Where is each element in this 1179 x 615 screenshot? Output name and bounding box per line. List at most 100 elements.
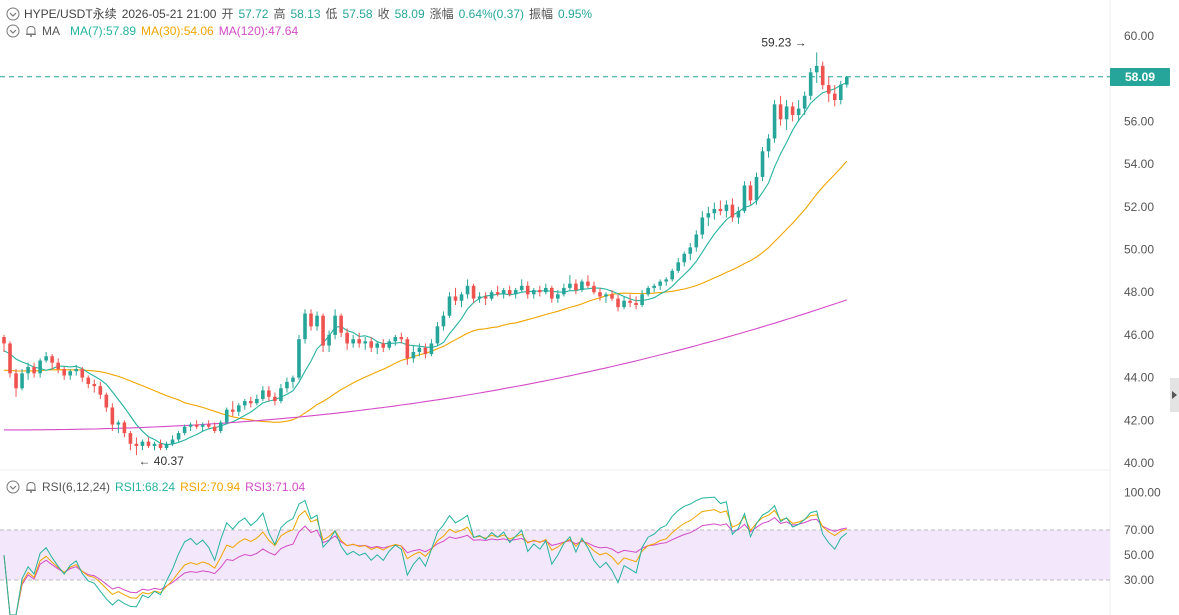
rsi2-line — [3, 509, 847, 615]
symbol-name[interactable]: HYPE/USDT永续 — [24, 7, 117, 21]
candle-down — [98, 386, 103, 395]
candle-down — [832, 93, 837, 101]
candle-up — [140, 441, 145, 446]
candle-up — [459, 294, 464, 301]
candle-up — [261, 390, 265, 399]
amplitude-value: 0.95% — [558, 6, 593, 21]
rsi-tick-label: 100.00 — [1124, 486, 1161, 500]
price-tick-label: 40.00 — [1124, 456, 1154, 470]
candle-down — [616, 298, 620, 308]
rsi-band — [0, 530, 1110, 580]
candle-down — [158, 443, 163, 449]
collapse-chevron-icon[interactable] — [6, 480, 20, 494]
candle-down — [50, 356, 54, 363]
candle-up — [556, 294, 560, 299]
price-tick-label: 48.00 — [1124, 285, 1154, 299]
candle-down — [321, 315, 325, 346]
candle-up — [688, 247, 693, 254]
candle-down — [634, 302, 638, 306]
candle-down — [80, 369, 85, 378]
candle-up — [152, 443, 157, 446]
ma7-value: MA(7):57.89 — [70, 24, 137, 38]
candle-up — [116, 422, 121, 425]
candle-down — [8, 343, 12, 374]
change-value: 0.64%(0.37) — [458, 6, 525, 21]
price-tick-label: 52.00 — [1124, 200, 1154, 214]
ma30-value: MA(30):54.06 — [141, 24, 214, 38]
candle-down — [507, 290, 512, 295]
candle-up — [568, 283, 572, 288]
candle-down — [339, 315, 343, 333]
candle-up — [435, 326, 440, 344]
candle-up — [218, 422, 223, 431]
collapse-chevron-icon[interactable] — [6, 24, 20, 38]
rsi-panel — [0, 496, 1110, 615]
ma30-line — [4, 160, 848, 423]
candle-up — [736, 211, 741, 218]
candle-up — [38, 360, 42, 374]
candle-up — [562, 287, 566, 295]
candle-up — [429, 343, 434, 355]
panel-resize-handle[interactable] — [1170, 378, 1179, 412]
low-marker-label: ← 40.37 — [138, 454, 184, 468]
candle-down — [134, 443, 139, 446]
candle-up — [706, 213, 711, 218]
candle-down — [423, 347, 428, 355]
candle-up — [164, 443, 169, 449]
rsi-indicator-title[interactable]: RSI(6,12,24) — [42, 480, 111, 494]
candle-down — [345, 332, 349, 344]
candle-up — [291, 377, 295, 382]
candle-up — [700, 217, 705, 235]
candle-up — [465, 285, 470, 295]
candle-up — [303, 313, 307, 340]
change-label: 涨幅 — [429, 7, 454, 21]
candle-up — [784, 106, 789, 120]
rsi-tick-label: 70.00 — [1124, 523, 1154, 537]
candle-up — [26, 366, 30, 374]
candle-down — [718, 208, 723, 212]
candle-up — [772, 104, 777, 139]
candle-down — [357, 339, 361, 344]
ma7-line — [3, 82, 848, 446]
price-tick-label: 44.00 — [1124, 371, 1154, 385]
candle-down — [550, 287, 554, 299]
price-tick-label: 56.00 — [1124, 114, 1154, 128]
candle-up — [44, 356, 48, 361]
candle-up — [652, 285, 656, 288]
candle-down — [86, 377, 91, 385]
candle-down — [730, 204, 735, 218]
candle-up — [327, 334, 331, 346]
candle-up — [417, 347, 422, 352]
high-label: 高 — [273, 7, 286, 21]
bar-datetime: 2026-05-21 21:00 — [121, 6, 217, 21]
rsi3-value: RSI3:71.04 — [245, 480, 306, 494]
ma-indicator-title[interactable]: MA — [42, 24, 60, 38]
candle-down — [369, 341, 374, 348]
candle-down — [405, 339, 410, 359]
collapse-chevron-icon[interactable] — [6, 7, 20, 21]
candle-up — [796, 108, 801, 115]
candle-up — [363, 341, 367, 344]
candle-up — [531, 290, 536, 295]
candle-up — [255, 398, 259, 404]
candle-up — [742, 185, 747, 212]
candle-up — [387, 341, 392, 348]
alert-bell-icon[interactable] — [24, 24, 38, 38]
candle-up — [315, 315, 319, 327]
candle-up — [74, 369, 79, 372]
alert-bell-icon[interactable] — [24, 480, 38, 494]
low-label: 低 — [325, 7, 338, 21]
candle-up — [676, 262, 681, 271]
candle-down — [525, 285, 530, 295]
high-value: 58.13 — [290, 6, 321, 21]
candle-down — [62, 369, 66, 376]
candle-down — [104, 394, 109, 408]
candle-up — [513, 290, 518, 295]
candle-up — [351, 339, 355, 344]
close-value: 58.09 — [394, 6, 425, 21]
candle-down — [586, 281, 590, 286]
candle-down — [790, 106, 795, 115]
candle-up — [845, 76, 849, 85]
low-value: 57.58 — [342, 6, 373, 21]
